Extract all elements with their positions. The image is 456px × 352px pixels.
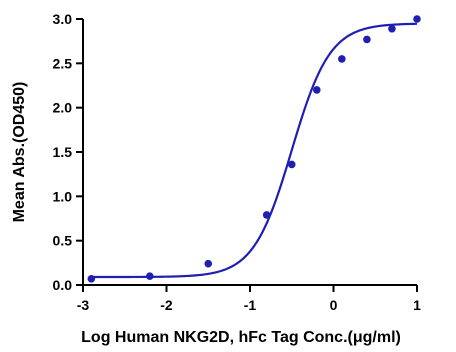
- data-point: [313, 86, 321, 94]
- y-axis-label: Mean Abs.(OD450): [11, 82, 28, 223]
- y-tick-label: 1.0: [53, 188, 73, 204]
- x-tick-label: -2: [160, 297, 173, 313]
- y-tick-label: 1.5: [53, 144, 73, 160]
- data-point: [388, 24, 396, 33]
- data-point: [413, 15, 421, 23]
- data-point: [87, 274, 96, 283]
- y-tick-label: 3.0: [53, 11, 73, 27]
- data-point: [287, 160, 296, 169]
- data-point: [363, 35, 371, 44]
- x-tick-label: 0: [330, 297, 338, 313]
- data-point: [204, 259, 213, 268]
- y-tick-label: 2.0: [53, 100, 73, 116]
- x-axis-ticks: -3 -2 -1 0 1: [77, 285, 421, 313]
- x-axis-label: Log Human NKG2D, hFc Tag Conc.(μg/ml): [81, 329, 401, 346]
- x-tick-label: 1: [413, 297, 421, 313]
- x-tick-label: -1: [244, 297, 257, 313]
- y-tick-label: 0.5: [53, 233, 73, 249]
- data-point: [262, 211, 271, 219]
- y-tick-label: 2.5: [53, 55, 73, 71]
- x-tick-label: -3: [77, 297, 90, 313]
- fit-curve: [91, 22, 418, 279]
- y-axis-ticks: 0.0 0.5 1.0 1.5 2.0 2.5 3.0: [53, 11, 83, 293]
- y-tick-label: 0.0: [53, 277, 73, 293]
- data-point: [146, 272, 154, 280]
- plot-area: [87, 15, 421, 283]
- data-point: [338, 55, 346, 63]
